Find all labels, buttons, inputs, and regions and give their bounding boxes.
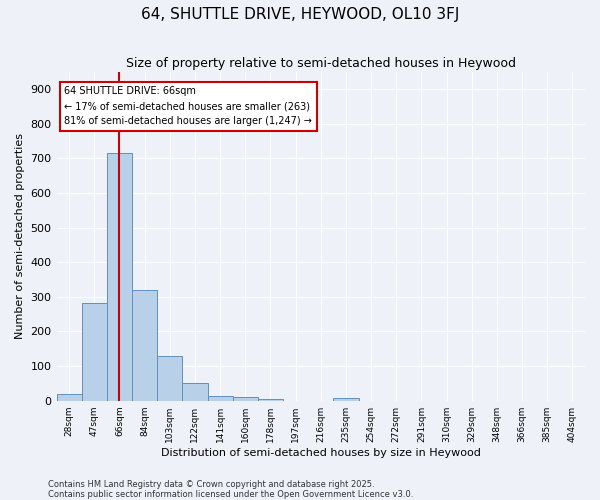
X-axis label: Distribution of semi-detached houses by size in Heywood: Distribution of semi-detached houses by … [161,448,481,458]
Text: 64, SHUTTLE DRIVE, HEYWOOD, OL10 3FJ: 64, SHUTTLE DRIVE, HEYWOOD, OL10 3FJ [141,8,459,22]
Bar [157,356,182,401]
Y-axis label: Number of semi-detached properties: Number of semi-detached properties [15,133,25,339]
Bar [132,290,157,401]
Bar [334,398,359,400]
Bar [233,397,258,400]
Bar [56,394,82,400]
Bar [82,302,107,400]
Title: Size of property relative to semi-detached houses in Heywood: Size of property relative to semi-detach… [126,58,516,70]
Bar [258,398,283,400]
Bar [208,396,233,400]
Bar [182,382,208,400]
Bar [107,152,132,400]
Text: 64 SHUTTLE DRIVE: 66sqm
← 17% of semi-detached houses are smaller (263)
81% of s: 64 SHUTTLE DRIVE: 66sqm ← 17% of semi-de… [64,86,313,126]
Text: Contains HM Land Registry data © Crown copyright and database right 2025.
Contai: Contains HM Land Registry data © Crown c… [48,480,413,499]
